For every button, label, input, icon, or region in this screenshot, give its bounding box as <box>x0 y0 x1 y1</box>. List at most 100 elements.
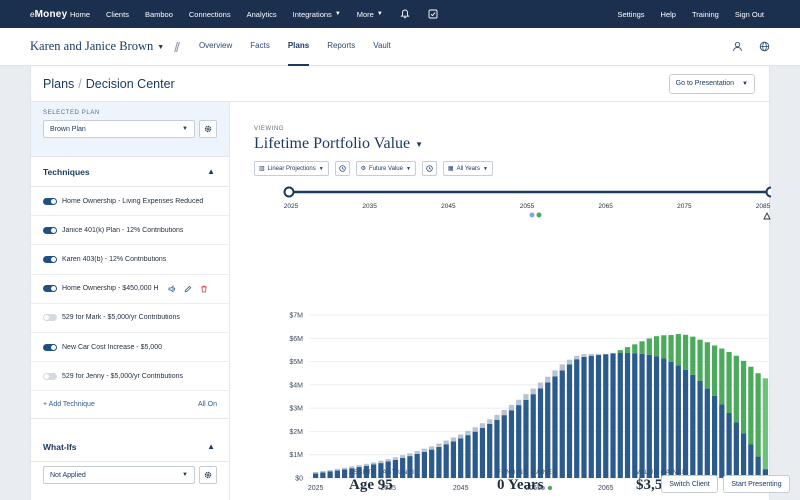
timeline-label: 2025 <box>284 203 299 210</box>
technique-toggle[interactable] <box>43 314 57 322</box>
bar-gap <box>574 355 580 360</box>
chevron-down-icon: ▼ <box>376 11 383 17</box>
present-icon[interactable] <box>168 284 176 293</box>
technique-toggle[interactable] <box>43 226 57 234</box>
bar-value-gained <box>719 348 725 405</box>
nav-settings[interactable]: Settings <box>617 9 645 19</box>
event-marker-icon <box>547 485 553 491</box>
bars-icon: ▥ <box>259 166 265 172</box>
bar-base <box>639 353 645 478</box>
event-marker-icon[interactable] <box>529 212 535 218</box>
trash-icon[interactable] <box>200 285 208 293</box>
gear-icon <box>204 472 212 479</box>
start-presenting-button[interactable]: Start Presenting <box>723 475 790 493</box>
whatifs-header[interactable]: What-Ifs ▲ <box>31 432 229 463</box>
bar-gap <box>342 467 348 470</box>
technique-toggle[interactable] <box>43 343 57 351</box>
technique-toggle[interactable] <box>43 372 57 380</box>
bar-base <box>624 352 631 478</box>
value-filter[interactable]: ⚙ Future Value ▼ <box>355 161 416 176</box>
bar-base <box>537 388 544 478</box>
nav-more[interactable]: More ▼ <box>356 9 383 19</box>
nav-help[interactable]: Help <box>660 9 676 19</box>
switch-client-button[interactable]: Switch Client <box>661 475 718 493</box>
tab-facts[interactable]: Facts <box>250 41 270 50</box>
bar-base <box>501 415 507 478</box>
timeline-start-handle[interactable] <box>283 186 295 198</box>
nav-bamboo[interactable]: Bamboo <box>144 9 173 19</box>
bar-gap <box>516 399 522 406</box>
bell-icon[interactable] <box>400 9 410 19</box>
x-tick-label: 2025 <box>308 485 324 492</box>
x-tick-label: 2065 <box>598 485 614 492</box>
tab-reports[interactable]: Reports <box>327 41 356 50</box>
techniques-header[interactable]: Techniques ▲ <box>31 157 229 187</box>
whatif-select[interactable]: Not Applied ▼ <box>43 466 195 485</box>
warning-icon[interactable] <box>763 211 771 220</box>
nav-training[interactable]: Training <box>691 9 719 19</box>
bar-base <box>421 451 428 478</box>
nav-sign-out[interactable]: Sign Out <box>734 9 764 19</box>
edit-icon[interactable] <box>184 285 192 293</box>
event-marker-icon[interactable] <box>536 212 542 218</box>
client-subnav: Karen and Janice Brown ▼ // Overview Fact… <box>0 28 800 66</box>
add-technique-link[interactable]: + Add Technique <box>43 401 95 409</box>
timeline-end-handle[interactable] <box>765 186 772 198</box>
technique-toggle[interactable] <box>43 255 57 263</box>
bar-base <box>320 472 326 478</box>
technique-toggle[interactable] <box>43 197 57 205</box>
all-on-link[interactable]: All On <box>197 401 217 409</box>
tab-overview[interactable]: Overview <box>198 41 233 50</box>
bar-value-gained <box>682 334 689 370</box>
chart-view-selector[interactable]: Lifetime Portfolio Value ▼ <box>254 135 424 152</box>
technique-item: Home Ownership - $450,000 H <box>31 275 229 304</box>
nav-connections[interactable]: Connections <box>188 9 231 19</box>
bar-gap <box>443 440 449 445</box>
bar-base <box>516 405 522 478</box>
plan-settings-button[interactable] <box>199 120 217 138</box>
client-selector[interactable]: Karen and Janice Brown ▼ <box>30 39 165 53</box>
nav-integrations[interactable]: Integrations ▼ <box>292 9 341 19</box>
tab-plans[interactable]: Plans <box>287 28 310 66</box>
bar-gap <box>494 414 500 420</box>
plan-select[interactable]: Brown Plan ▼ <box>43 120 195 138</box>
chevron-down-icon: ▼ <box>334 11 341 17</box>
technique-item: Karen 403(b) - 12% Contributions <box>31 245 229 275</box>
bar-gap <box>436 443 442 448</box>
page-title: Plans / Decision Center <box>43 76 175 91</box>
bar-base <box>443 444 449 478</box>
bar-gap <box>392 457 399 460</box>
nav-analytics[interactable]: Analytics <box>246 9 277 19</box>
bar-base <box>363 465 370 478</box>
clock-icon <box>426 165 433 172</box>
nav-clients[interactable]: Clients <box>106 9 129 19</box>
bar-value-gained <box>646 338 652 355</box>
bar-gap <box>429 446 435 450</box>
go-to-presentation-dropdown[interactable]: Go to Presentation ▼ <box>668 73 755 94</box>
bar-gap <box>363 463 370 466</box>
bar-value-gained <box>668 335 674 362</box>
projection-filter[interactable]: ▥ Linear Projections ▼ <box>254 161 329 176</box>
timeline-label: 2035 <box>362 203 377 210</box>
user-icon[interactable] <box>732 41 743 52</box>
nav-home[interactable]: Home <box>70 9 91 19</box>
tab-vault[interactable]: Vault <box>373 41 391 50</box>
bar-value-gained <box>617 350 623 353</box>
technique-toggle[interactable] <box>43 285 57 293</box>
whatif-select-row: Not Applied ▼ <box>31 462 229 488</box>
bar-base <box>349 468 355 478</box>
bar-base <box>675 365 681 478</box>
globe-icon[interactable] <box>759 41 770 52</box>
bar-base <box>392 459 399 478</box>
app-logo[interactable]: eMoney <box>30 8 68 20</box>
bar-base <box>552 376 558 478</box>
technique-actions: + Add Technique All On <box>31 391 229 420</box>
calendar-icon: ▦ <box>447 166 454 172</box>
years-filter[interactable]: ▦ All Years ▼ <box>442 161 493 176</box>
projection-info-button[interactable] <box>334 161 350 176</box>
task-check-icon[interactable] <box>428 9 438 19</box>
bar-value-gained <box>704 342 710 389</box>
bar-base <box>748 444 754 478</box>
value-info-button[interactable] <box>421 161 437 176</box>
whatif-settings-button[interactable] <box>199 466 217 485</box>
